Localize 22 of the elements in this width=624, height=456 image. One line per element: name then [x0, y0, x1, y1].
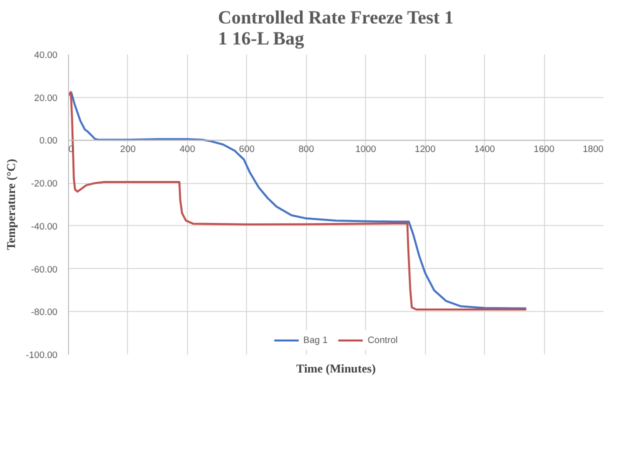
legend-label: Bag 1	[303, 335, 328, 345]
chart-title: Controlled Rate Freeze Test 1 1 16-L Bag	[218, 8, 454, 50]
y-tick-label: -60.00	[31, 264, 58, 274]
y-tick-label: 20.00	[34, 92, 58, 103]
y-tick-label: -100.00	[26, 350, 58, 360]
x-tick-label: 1400	[474, 144, 495, 154]
y-tick-label: 0.00	[39, 136, 58, 146]
x-tick-label: 200	[120, 144, 136, 154]
x-tick-label: 400	[180, 144, 196, 154]
y-axis-title: Temperature (°C)	[4, 158, 18, 250]
x-tick-label: 800	[298, 144, 314, 154]
y-tick-label: -40.00	[31, 221, 58, 232]
y-tick-label: -80.00	[31, 307, 58, 318]
legend-label: Control	[368, 335, 398, 345]
x-tick-label: 1600	[534, 144, 554, 154]
y-tick-label: 40.00	[34, 50, 58, 60]
x-axis-title: Time (Minutes)	[296, 362, 376, 376]
x-tick-label: 1800	[582, 144, 604, 154]
y-tick-label: -20.00	[31, 178, 58, 189]
x-tick-label: 1200	[414, 144, 436, 154]
x-tick-label: 1000	[355, 144, 376, 154]
x-tick-label: 600	[239, 144, 255, 154]
